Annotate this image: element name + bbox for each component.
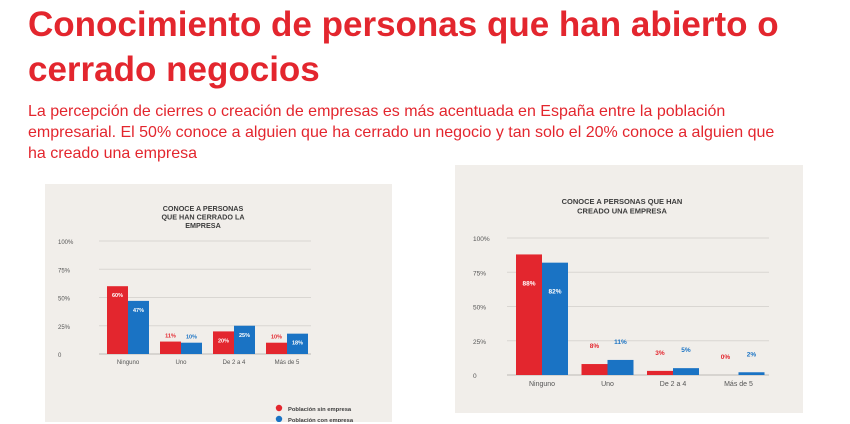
- x-category-label: De 2 a 4: [223, 360, 246, 366]
- bar-value-label: 11%: [614, 339, 627, 346]
- bar-value-label: 18%: [292, 341, 303, 347]
- bar-con-empresa: [673, 368, 699, 375]
- x-category-label: De 2 a 4: [660, 381, 687, 388]
- chart-title-line: CONOCE A PERSONAS: [163, 204, 244, 213]
- bar-value-label: 10%: [271, 335, 282, 341]
- bar-con-empresa: [128, 300, 149, 354]
- y-tick-label: 25%: [473, 339, 486, 346]
- bar-sin-empresa: [647, 370, 673, 375]
- bar-con-empresa: [738, 372, 765, 375]
- x-category-label: Ninguno: [529, 381, 555, 388]
- bar-value-label: 3%: [655, 350, 665, 357]
- bar-value-label: 88%: [522, 280, 535, 287]
- x-category-label: Más de 5: [724, 381, 753, 388]
- chart-title-line: CONOCE A PERSONAS QUE HAN: [562, 197, 683, 206]
- bar-con-empresa: [607, 359, 634, 375]
- bar-value-label: 25%: [239, 333, 250, 339]
- chart-panel-cerrado: CONOCE A PERSONAS QUE HAN CERRADO LA EMPRE…: [45, 184, 392, 422]
- legend-label: Población con empresa: [288, 418, 354, 422]
- y-tick-label: 100%: [473, 236, 490, 243]
- page-subtitle: La percepción de cierres o creación de e…: [28, 103, 775, 162]
- bar-sin-empresa: [213, 331, 234, 354]
- bar-sin-empresa: [266, 342, 287, 354]
- bar-sin-empresa: [160, 341, 181, 354]
- legend-label: Población sin empresa: [288, 407, 352, 413]
- bar-value-label: 2%: [747, 351, 757, 358]
- chart-panel-creado: CONOCE A PERSONAS QUE HAN CREADO UNA EMPR…: [455, 165, 803, 413]
- bar-value-label: 60%: [112, 293, 123, 299]
- x-category-label: Ninguno: [117, 360, 140, 366]
- y-tick-label: 0: [58, 353, 62, 359]
- bar-sin-empresa: [107, 286, 128, 354]
- bar-sin-empresa: [581, 364, 608, 375]
- bar-value-label: 10%: [186, 335, 197, 341]
- y-tick-label: 50%: [58, 297, 71, 303]
- y-tick-label: 50%: [473, 305, 486, 312]
- y-tick-label: 75%: [473, 270, 486, 277]
- bar-value-label: 5%: [681, 347, 691, 354]
- bar-value-label: 0%: [721, 354, 731, 361]
- legend-marker-con-empresa: [275, 415, 283, 422]
- legend-marker-sin-empresa: [275, 404, 283, 412]
- bar-sin-empresa: [516, 254, 542, 375]
- y-tick-label: 75%: [58, 268, 71, 274]
- bar-value-label: 8%: [590, 343, 600, 350]
- chart-title-line: CREADO UNA EMPRESA: [577, 207, 667, 216]
- page-title: Conocimiento de personas que han abierto…: [28, 5, 779, 89]
- bar-con-empresa: [287, 333, 308, 354]
- x-category-label: Más de 5: [275, 360, 300, 366]
- chart-title-line: EMPRESA: [185, 221, 221, 230]
- y-tick-label: 25%: [58, 325, 71, 331]
- bar-value-label: 47%: [133, 308, 144, 314]
- bar-con-empresa: [542, 262, 568, 375]
- y-tick-label: 0: [473, 373, 477, 380]
- x-category-label: Uno: [601, 381, 614, 388]
- bar-con-empresa: [234, 325, 255, 354]
- chart-title-line: QUE HAN CERRADO LA: [161, 213, 244, 222]
- bar-value-label: 20%: [218, 338, 229, 344]
- x-category-label: Uno: [175, 360, 187, 366]
- bar-con-empresa: [181, 342, 202, 354]
- y-tick-label: 100%: [58, 240, 74, 246]
- bar-value-label: 82%: [548, 289, 561, 296]
- bar-value-label: 11%: [165, 334, 176, 340]
